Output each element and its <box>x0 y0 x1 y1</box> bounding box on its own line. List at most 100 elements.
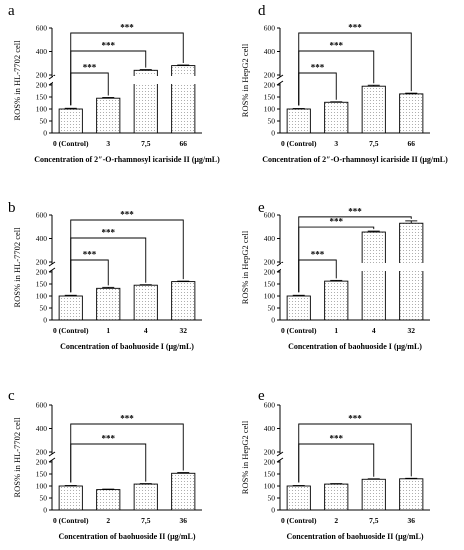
y-axis-label: ROS% in HepG2 cell <box>240 43 250 117</box>
y-tick-label: 50 <box>268 117 276 126</box>
axis-break-gap <box>281 263 431 271</box>
significance-label: *** <box>330 217 344 227</box>
y-tick-label: 400 <box>36 47 48 56</box>
significance-bracket <box>70 32 184 106</box>
bar <box>399 222 424 321</box>
x-tick-label: 4 <box>372 326 376 335</box>
significance-bracket <box>298 216 412 293</box>
y-tick-label: 150 <box>36 93 48 102</box>
axis-break-gap <box>53 76 203 84</box>
axis-break-mark <box>48 451 56 457</box>
y-tick-label: 600 <box>36 24 48 33</box>
y-tick-label: 200 <box>36 268 48 277</box>
significance-label: *** <box>83 250 97 260</box>
y-tick-label: 150 <box>264 470 276 479</box>
y-tick-label: 50 <box>268 494 276 503</box>
bar <box>361 85 386 134</box>
significance-label: *** <box>348 414 362 424</box>
significance-label: *** <box>330 434 344 444</box>
x-tick-label: 7,5 <box>369 139 379 148</box>
y-axis-label: ROS% in HL-7702 cell <box>12 40 22 121</box>
y-tick-label: 150 <box>264 280 276 289</box>
y-tick-label: 200 <box>36 458 48 467</box>
x-axis-label: Concentration of 2″-O-rhamnosyl icarisid… <box>34 155 220 164</box>
y-tick-label: 0 <box>271 316 275 325</box>
y-tick-label: 0 <box>43 506 47 515</box>
bar <box>286 485 311 511</box>
y-tick-label: 50 <box>40 117 48 126</box>
y-axis-label: ROS% in HepG2 cell <box>240 420 250 494</box>
x-tick-label: 32 <box>408 326 416 335</box>
y-tick-label: 200 <box>264 448 276 457</box>
y-tick-label: 600 <box>264 24 276 33</box>
y-tick-label: 200 <box>264 81 276 90</box>
y-tick-label: 200 <box>264 258 276 267</box>
y-tick-label: 0 <box>43 129 47 138</box>
y-tick-label: 400 <box>264 424 276 433</box>
axis-break-mark <box>48 261 56 267</box>
y-axis-label: ROS% in HL-7702 cell <box>12 227 22 308</box>
y-tick-label: 150 <box>36 470 48 479</box>
panel-letter: a <box>8 3 15 19</box>
panel-letter: d <box>258 3 266 19</box>
significance-bracket <box>70 443 147 483</box>
y-tick-label: 100 <box>264 105 276 114</box>
significance-label: *** <box>120 414 134 424</box>
y-tick-label: 400 <box>36 424 48 433</box>
bar <box>171 281 196 321</box>
x-tick-label: 0 (Control) <box>53 139 89 148</box>
y-tick-label: 200 <box>264 71 276 80</box>
axis-break-mark <box>276 451 284 457</box>
x-tick-label: 0 (Control) <box>281 139 317 148</box>
y-tick-label: 100 <box>36 105 48 114</box>
bar <box>399 93 424 134</box>
x-tick-label: 0 (Control) <box>53 516 89 525</box>
x-tick-label: 7,5 <box>141 516 151 525</box>
axis-break-mark <box>276 74 284 80</box>
bar <box>361 231 386 321</box>
x-tick-label: 0 (Control) <box>53 326 89 335</box>
y-tick-label: 100 <box>264 482 276 491</box>
significance-label: *** <box>311 63 325 73</box>
x-axis-label: Concentration of baohuoside I (μg/mL) <box>60 342 194 351</box>
x-tick-label: 4 <box>144 326 148 335</box>
bar <box>58 295 83 321</box>
panel-letter: b <box>8 200 16 216</box>
bar <box>361 478 386 511</box>
y-tick-label: 50 <box>268 304 276 313</box>
y-tick-label: 200 <box>264 458 276 467</box>
significance-bracket <box>70 219 184 293</box>
x-tick-label: 7,5 <box>141 139 151 148</box>
x-tick-label: 0 (Control) <box>281 516 317 525</box>
y-tick-label: 150 <box>264 93 276 102</box>
bar <box>286 295 311 321</box>
panel-letter: c <box>8 388 15 404</box>
bar <box>286 108 311 134</box>
x-tick-label: 1 <box>106 326 110 335</box>
y-tick-label: 50 <box>40 304 48 313</box>
x-tick-label: 36 <box>180 516 188 525</box>
bar <box>324 280 349 321</box>
axis-break-mark <box>276 457 284 463</box>
significance-label: *** <box>102 228 116 238</box>
significance-bracket <box>298 72 337 106</box>
bar <box>171 472 196 511</box>
y-tick-label: 0 <box>271 506 275 515</box>
x-tick-label: 3 <box>106 139 110 148</box>
x-tick-label: 2 <box>334 516 338 525</box>
y-tick-label: 100 <box>36 292 48 301</box>
axis-break-mark <box>48 267 56 273</box>
significance-label: *** <box>311 250 325 260</box>
x-axis-label: Concentration of baohuoside I (μg/mL) <box>288 342 422 351</box>
axis-break-mark <box>276 80 284 86</box>
x-tick-label: 2 <box>106 516 110 525</box>
y-tick-label: 200 <box>36 258 48 267</box>
significance-bracket <box>70 423 184 483</box>
y-tick-label: 600 <box>36 401 48 410</box>
